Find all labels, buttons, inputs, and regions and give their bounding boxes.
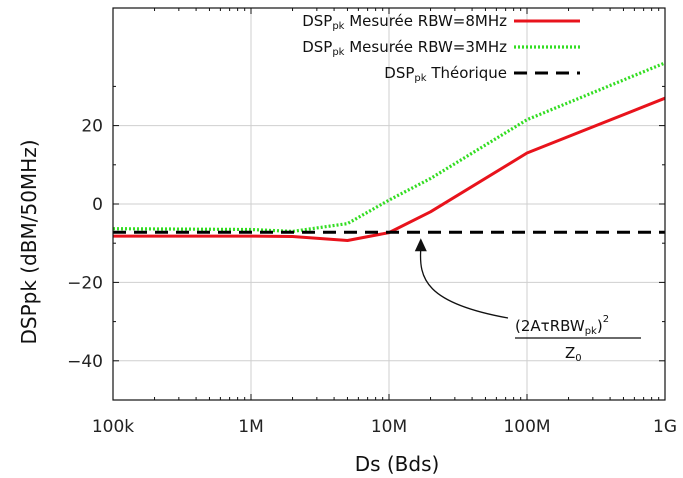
- y-tick-label: −20: [67, 273, 103, 293]
- x-tick-label: 10M: [371, 417, 407, 437]
- x-tick-label: 1G: [653, 417, 677, 437]
- x-tick-label: 100M: [503, 417, 550, 437]
- ticks: [112, 8, 666, 400]
- y-axis-label: DSPpk (dBM/50MHz): [17, 139, 41, 344]
- legend-label-1: DSPpk Mesurée RBW=8MHz: [302, 12, 507, 32]
- x-tick-label: 100k: [92, 417, 134, 437]
- series-line-2: [112, 61, 666, 233]
- y-tick-label: −40: [67, 352, 103, 372]
- x-tick-label: 1M: [238, 417, 263, 437]
- annotation-arrow: [419, 248, 509, 319]
- legend-label-3: DSPpk Théorique: [384, 64, 507, 84]
- legend: DSPpk Mesurée RBW=8MHz DSPpk Mesurée RBW=…: [302, 12, 580, 84]
- formula-annotation: (2AτRBWpk)2 Z0: [414, 238, 641, 364]
- y-tick-label: 0: [92, 195, 103, 215]
- y-tick-label: 20: [81, 117, 103, 137]
- x-axis-label: Ds (Bds): [355, 452, 440, 476]
- series-line-1: [113, 96, 666, 242]
- legend-label-2: DSPpk Mesurée RBW=3MHz: [302, 38, 507, 58]
- tick-labels: 100k 1M 10M 100M 1G 20 0 −20 −40: [67, 117, 677, 437]
- series-layer: [112, 61, 666, 242]
- formula-numerator: (2AτRBWpk)2: [515, 314, 609, 337]
- annotation-arrowhead: [414, 238, 427, 252]
- formula-denominator: Z0: [565, 344, 582, 364]
